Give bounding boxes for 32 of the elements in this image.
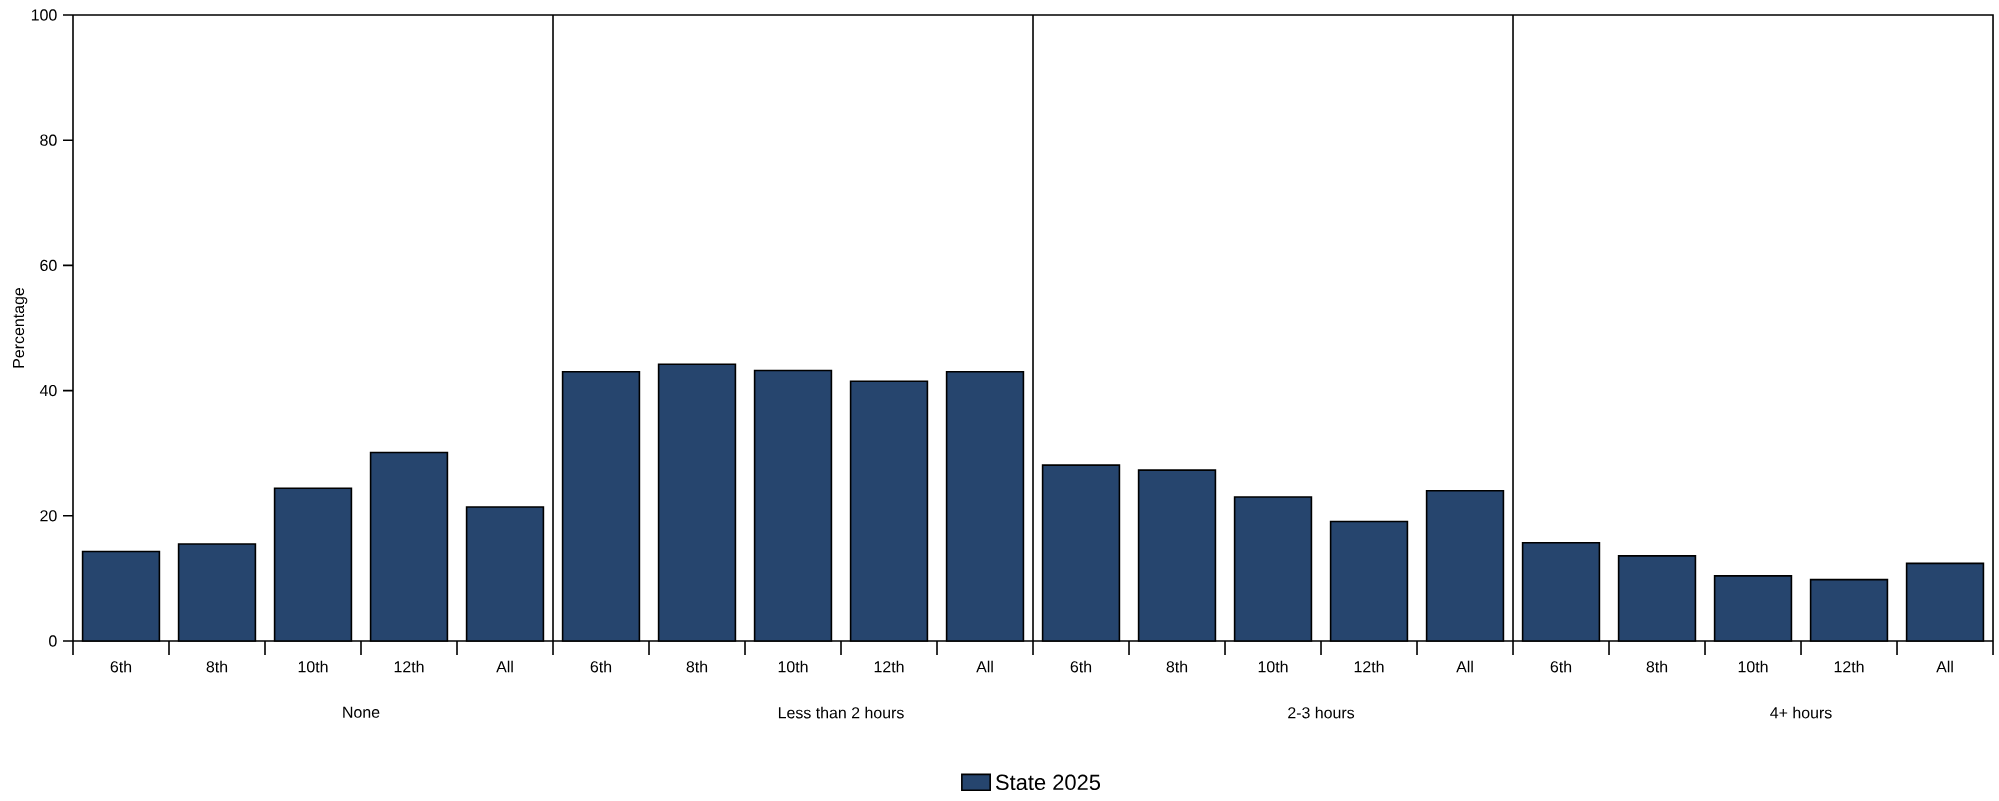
text: Less than 2 hours <box>778 706 904 719</box>
x-tick-label: 12th <box>874 660 904 673</box>
x-tick-label: 6th <box>110 660 132 673</box>
y-tick-label: 80 <box>40 134 57 146</box>
x-tick-label: All <box>1456 660 1473 673</box>
x-tick-label: 6th <box>1550 660 1572 673</box>
x-tick-label: 8th <box>686 660 708 673</box>
x-tick-label: 8th <box>1166 660 1188 673</box>
x-tick-label: 10th <box>778 660 808 673</box>
x-tick-label: 10th <box>1738 660 1768 673</box>
y-tick-label: 100 <box>31 9 57 21</box>
x-tick-label: 12th <box>1354 660 1384 673</box>
text: 4+ hours <box>1770 706 1832 719</box>
x-tick-label: 10th <box>1258 660 1288 673</box>
x-tick-label: 10th <box>298 660 328 673</box>
y-tick-label: 40 <box>39 384 57 397</box>
x-tick-label: All <box>496 660 513 673</box>
x-tick-label: All <box>1936 660 1953 673</box>
x-tick-label: 8th <box>206 660 228 673</box>
x-tick-label: 12th <box>1834 660 1864 673</box>
x-tick-label: 6th <box>1070 660 1092 673</box>
x-tick-label: 6th <box>590 660 612 673</box>
text: 2-3 hours <box>1288 706 1355 719</box>
y-tick-label: 60 <box>40 259 57 272</box>
text: None <box>343 706 380 718</box>
x-tick-label: All <box>976 660 993 673</box>
y-axis-title: Percentage <box>13 287 28 368</box>
x-tick-label: 8th <box>1646 660 1668 673</box>
x-tick-label: 12th <box>394 660 424 673</box>
y-tick-label: 20 <box>40 510 57 522</box>
y-tick-label: 0 <box>49 635 57 647</box>
legend-label: State 2025 <box>995 774 1101 791</box>
